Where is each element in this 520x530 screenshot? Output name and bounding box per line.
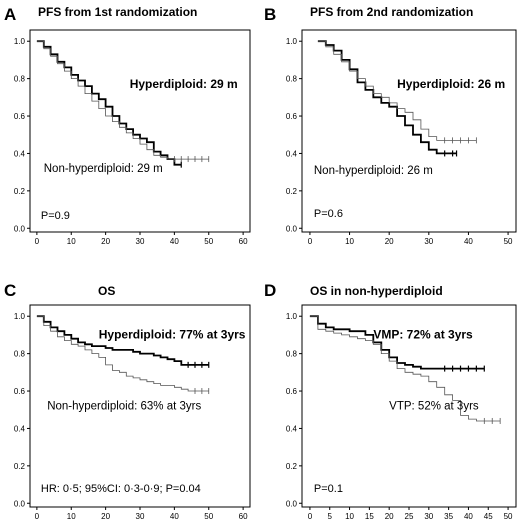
plot-frame bbox=[29, 29, 251, 233]
x-tick-label: 20 bbox=[385, 512, 394, 521]
x-tick-label: 40 bbox=[170, 512, 179, 521]
x-tick-label: 50 bbox=[504, 512, 513, 521]
y-tick-label: 1.0 bbox=[14, 312, 26, 321]
x-tick-label: 0 bbox=[35, 237, 40, 246]
y-tick-label: 1.0 bbox=[286, 312, 298, 321]
x-tick-label: 50 bbox=[204, 237, 213, 246]
x-tick-label: 20 bbox=[101, 512, 110, 521]
y-tick-label: 0.4 bbox=[286, 149, 298, 158]
y-tick-label: 0.6 bbox=[14, 387, 26, 396]
x-tick-label: 5 bbox=[328, 512, 333, 521]
x-tick-label: 60 bbox=[239, 237, 248, 246]
annotation: Non-hyperdiploid: 26 m bbox=[314, 165, 433, 177]
x-tick-label: 40 bbox=[464, 237, 473, 246]
x-tick-label: 10 bbox=[67, 237, 76, 246]
series-line-thin bbox=[36, 40, 209, 160]
chart-title: PFS from 2nd randomization bbox=[310, 5, 473, 19]
series-line-thin bbox=[36, 315, 209, 392]
x-tick-label: 40 bbox=[170, 237, 179, 246]
y-tick-label: 0.2 bbox=[286, 187, 298, 196]
panel-letter: B bbox=[264, 5, 276, 24]
annotation-bold: Hyperdiploid: 29 m bbox=[130, 77, 238, 91]
y-tick-label: 0.2 bbox=[14, 462, 26, 471]
annotation: P=0.9 bbox=[41, 210, 70, 222]
panel-b: B PFS from 2nd randomization 0.0 0.2 0.4 0.6 0… bbox=[264, 5, 517, 246]
series-line-thick bbox=[36, 40, 182, 166]
y-tick-label: 0.2 bbox=[286, 462, 298, 471]
series-line-thick bbox=[309, 315, 485, 370]
series-line-thin bbox=[317, 40, 477, 141]
x-tick-label: 50 bbox=[204, 512, 213, 521]
x-tick-label: 35 bbox=[444, 512, 453, 521]
y-tick-label: 1.0 bbox=[286, 37, 298, 46]
x-tick-label: 10 bbox=[345, 512, 354, 521]
x-tick-label: 40 bbox=[464, 512, 473, 521]
annotation: Non-hyperdiploid: 29 m bbox=[44, 163, 163, 175]
y-tick-label: 0.8 bbox=[286, 350, 298, 359]
y-tick-label: 0.0 bbox=[286, 499, 298, 508]
y-tick-label: 0.6 bbox=[286, 387, 298, 396]
y-tick-label: 1.0 bbox=[14, 37, 26, 46]
annotation-bold: Hyperdiploid: 77% at 3yrs bbox=[99, 328, 246, 342]
x-tick-label: 45 bbox=[484, 512, 493, 521]
x-tick-label: 10 bbox=[67, 512, 76, 521]
x-tick-label: 30 bbox=[424, 512, 433, 521]
y-tick-label: 0.0 bbox=[14, 224, 26, 233]
panel-d: D OS in non-hyperdiploid 0.0 0.2 0.4 0.6 0.8 1.… bbox=[264, 281, 517, 521]
chart-title: OS in non-hyperdiploid bbox=[310, 284, 443, 298]
annotation: P=0.1 bbox=[314, 483, 343, 495]
y-tick-label: 0.4 bbox=[14, 424, 26, 433]
y-tick-label: 0.2 bbox=[14, 187, 26, 196]
x-tick-label: 0 bbox=[308, 237, 313, 246]
x-tick-label: 0 bbox=[308, 512, 313, 521]
x-tick-label: 50 bbox=[504, 237, 513, 246]
x-tick-label: 20 bbox=[385, 237, 394, 246]
annotation-bold: VMP: 72% at 3yrs bbox=[373, 328, 473, 342]
x-tick-label: 15 bbox=[365, 512, 374, 521]
x-tick-label: 10 bbox=[345, 237, 354, 246]
x-tick-label: 20 bbox=[101, 237, 110, 246]
annotation-bold: Hyperdiploid: 26 m bbox=[397, 77, 505, 91]
panel-a: A PFS from 1st randomization 0.0 0.2 0.4 0.6 0… bbox=[4, 5, 251, 246]
x-tick-label: 30 bbox=[136, 512, 145, 521]
annotation: P=0.6 bbox=[314, 208, 343, 220]
x-tick-label: 0 bbox=[35, 512, 40, 521]
y-tick-label: 0.8 bbox=[14, 350, 26, 359]
y-tick-label: 0.8 bbox=[14, 75, 26, 84]
y-tick-label: 0.6 bbox=[14, 112, 26, 121]
y-tick-label: 0.0 bbox=[286, 224, 298, 233]
x-tick-label: 25 bbox=[405, 512, 414, 521]
panel-letter: A bbox=[4, 5, 16, 24]
x-tick-label: 30 bbox=[136, 237, 145, 246]
plot-frame bbox=[301, 29, 517, 233]
panel-letter: C bbox=[4, 281, 16, 300]
y-tick-label: 0.4 bbox=[286, 424, 298, 433]
y-tick-label: 0.4 bbox=[14, 149, 26, 158]
annotation: VTP: 52% at 3yrs bbox=[389, 401, 479, 413]
series-line-thick bbox=[36, 315, 209, 366]
chart-title: PFS from 1st randomization bbox=[38, 5, 197, 19]
annotation: HR: 0·5; 95%CI: 0·3-0·9; P=0.04 bbox=[41, 483, 201, 495]
series-line-thin bbox=[309, 315, 501, 422]
x-tick-label: 30 bbox=[424, 237, 433, 246]
y-tick-label: 0.6 bbox=[286, 112, 298, 121]
panel-c: C OS 0.0 0.2 0.4 0.6 0.8 1.0 0 10 20 30 40 50 60 Hyperd… bbox=[4, 281, 251, 521]
annotation: Non-hyperdiploid: 63% at 3yrs bbox=[47, 401, 201, 413]
y-tick-label: 0.0 bbox=[14, 499, 26, 508]
panel-letter: D bbox=[264, 281, 276, 300]
x-tick-label: 60 bbox=[239, 512, 248, 521]
chart-title: OS bbox=[98, 284, 115, 298]
y-tick-label: 0.8 bbox=[286, 75, 298, 84]
